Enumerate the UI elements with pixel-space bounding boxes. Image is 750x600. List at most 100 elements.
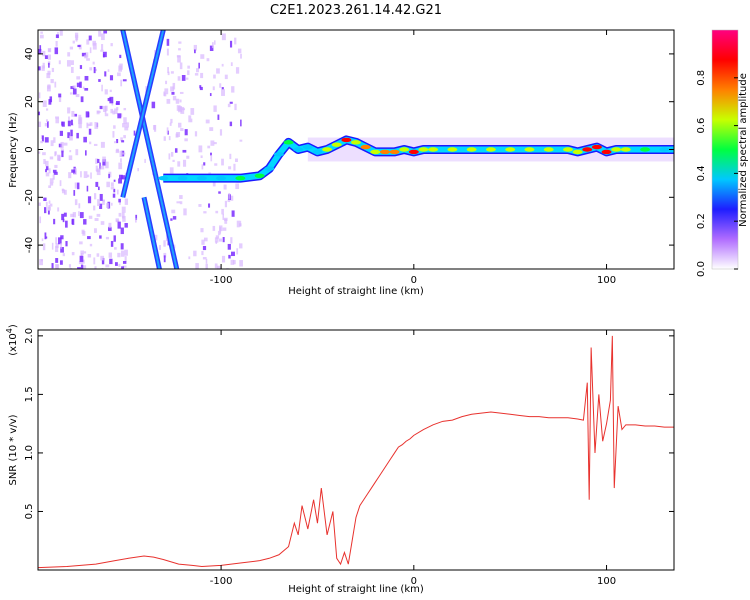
snr-y-tick-label: 0.5 xyxy=(24,504,35,520)
noise-cell xyxy=(85,111,90,118)
noise-cell xyxy=(114,141,117,144)
noise-cell xyxy=(42,243,46,251)
noise-cell xyxy=(169,167,174,174)
noise-cell xyxy=(116,101,120,105)
noise-cell xyxy=(40,259,43,262)
noise-cell xyxy=(58,96,62,103)
noise-cell xyxy=(234,37,237,45)
noise-cell xyxy=(234,158,238,163)
noise-cell xyxy=(174,148,178,153)
noise-cell xyxy=(203,211,207,214)
noise-cell xyxy=(97,158,100,163)
noise-cell xyxy=(135,218,137,223)
trace-point xyxy=(447,147,458,152)
trace-point xyxy=(235,175,246,181)
noise-cell xyxy=(121,266,125,269)
noise-cell xyxy=(121,206,126,213)
noise-cell xyxy=(188,115,192,123)
noise-cell xyxy=(47,84,51,89)
trace-point xyxy=(322,147,333,152)
noise-cell xyxy=(209,93,212,97)
noise-cell xyxy=(45,166,49,171)
noise-cell xyxy=(104,106,107,114)
noise-cell xyxy=(176,201,181,204)
noise-cell xyxy=(79,241,83,245)
noise-cell xyxy=(205,258,208,264)
noise-cell xyxy=(210,154,213,162)
noise-cell xyxy=(61,188,64,192)
noise-cell xyxy=(231,210,235,217)
noise-cell xyxy=(46,72,51,79)
noise-cell xyxy=(63,212,67,217)
noise-cell xyxy=(210,152,212,156)
noise-cell xyxy=(73,168,77,175)
noise-cell xyxy=(230,259,235,265)
diagonal-track-core xyxy=(121,30,165,198)
noise-cell xyxy=(118,202,121,205)
noise-cell xyxy=(112,110,115,115)
noise-cell xyxy=(108,226,112,231)
noise-cell xyxy=(93,143,98,146)
noise-cell xyxy=(219,129,223,136)
trace-point xyxy=(341,137,352,143)
trace-point xyxy=(408,149,419,155)
noise-cell xyxy=(120,79,123,87)
spectrogram-x-tick-label: -100 xyxy=(210,275,233,286)
noise-cell xyxy=(234,103,237,111)
colorbar-tick-label: 0.0 xyxy=(696,261,707,277)
noise-cell xyxy=(229,40,233,48)
noise-cell xyxy=(106,181,110,188)
noise-cell xyxy=(76,76,81,80)
noise-cell xyxy=(69,46,74,50)
noise-cell xyxy=(102,54,105,58)
noise-cell xyxy=(47,206,51,211)
noise-cell xyxy=(221,89,225,96)
noise-cell xyxy=(60,235,64,240)
noise-cell xyxy=(240,119,242,127)
noise-cell xyxy=(58,237,62,245)
noise-cell xyxy=(117,252,121,258)
noise-cell xyxy=(178,122,182,128)
trace-point xyxy=(399,147,410,152)
noise-cell xyxy=(118,212,122,217)
noise-cell xyxy=(120,243,124,250)
colorbar-tick-label: 0.6 xyxy=(696,118,707,134)
noise-cell xyxy=(51,242,54,250)
noise-cell xyxy=(190,118,193,123)
noise-cell xyxy=(239,220,242,227)
noise-cell xyxy=(72,88,77,95)
noise-cell xyxy=(102,51,107,58)
spectrogram-x-tick-label: 100 xyxy=(597,275,616,286)
noise-cell xyxy=(120,227,124,235)
trace-point xyxy=(611,147,622,152)
noise-cell xyxy=(110,186,115,190)
noise-cell xyxy=(47,210,50,215)
noise-cell xyxy=(45,201,48,207)
noise-cell xyxy=(67,107,71,114)
noise-cell xyxy=(72,85,76,88)
noise-cell xyxy=(176,132,181,137)
noise-cell xyxy=(212,86,215,91)
trace-point xyxy=(389,149,400,155)
noise-cell xyxy=(230,251,235,257)
noise-cell xyxy=(93,228,97,233)
noise-cell xyxy=(75,149,79,156)
noise-cell xyxy=(221,255,226,263)
noise-cell xyxy=(102,159,107,166)
trace-point xyxy=(360,144,371,150)
noise-cell xyxy=(101,268,104,269)
noise-cell xyxy=(120,113,123,117)
noise-cell xyxy=(77,182,80,190)
noise-cell xyxy=(114,262,118,266)
trace-point xyxy=(254,173,265,178)
noise-cell xyxy=(102,199,105,202)
noise-cell xyxy=(200,228,204,233)
noise-cell xyxy=(194,131,198,137)
noise-cell xyxy=(101,84,103,92)
noise-cell xyxy=(119,150,123,158)
snr-x-tick-label: 0 xyxy=(411,576,417,587)
noise-cell xyxy=(166,98,171,104)
noise-cell xyxy=(70,86,75,90)
noise-cell xyxy=(102,199,105,205)
noise-cell xyxy=(96,213,101,217)
